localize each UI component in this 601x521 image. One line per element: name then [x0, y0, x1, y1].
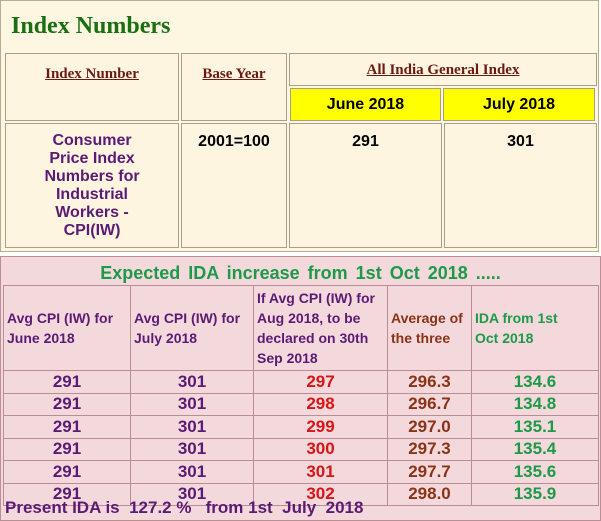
header-base-year-cell: Base Year — [181, 53, 287, 121]
ida-value: 135.9 — [471, 482, 599, 506]
table-row: 291 301 298 296.7 134.8 — [3, 392, 599, 416]
average-value: 298.0 — [387, 482, 472, 506]
ida-table: Avg CPI (IW) for June 2018 Avg CPI (IW) … — [3, 285, 599, 506]
col-header-line: IDA from 1st — [475, 310, 558, 326]
header-base-year-link[interactable]: Base Year — [202, 66, 266, 82]
aug-cpi-value: 302 — [253, 482, 388, 506]
cpi-name-line: CPI(IW) — [63, 222, 121, 239]
cpi-name-cell: Consumer Price Index Numbers for Industr… — [5, 123, 179, 248]
ida-panel: Expected IDA increase from 1st Oct 2018 … — [0, 256, 601, 521]
col-header-july: Avg CPI (IW) for July 2018 — [130, 285, 254, 371]
col-header-line: the three — [391, 330, 451, 346]
aug-cpi-value: 301 — [253, 460, 388, 484]
col-header-line: Sep 2018 — [257, 350, 318, 366]
june-cpi-value: 291 — [3, 392, 131, 416]
table-row: 291 301 297 296.3 134.6 — [3, 370, 599, 394]
col-header-line: Avg CPI (IW) for — [134, 310, 241, 326]
average-value: 297.0 — [387, 415, 472, 439]
col-header-line: Avg CPI (IW) for — [7, 310, 114, 326]
col-header-ida: IDA from 1st Oct 2018 — [471, 285, 599, 371]
col-header-line: Aug 2018, to be — [257, 310, 361, 326]
col-header-june: Avg CPI (IW) for June 2018 — [3, 285, 131, 371]
col-header-line: Oct 2018 — [475, 330, 534, 346]
present-ida-note: Present IDA is 127.2 % from 1st July 201… — [5, 498, 364, 517]
header-all-india-link[interactable]: All India General Index — [366, 62, 520, 78]
average-value: 296.7 — [387, 392, 472, 416]
july-cpi-value: 301 — [130, 392, 254, 416]
june-cpi-value: 291 — [3, 437, 131, 461]
july-cpi-value: 301 — [130, 415, 254, 439]
aug-cpi-value: 298 — [253, 392, 388, 416]
table-row: 291 301 302 298.0 135.9 — [3, 482, 599, 506]
col-header-line: June 2018 — [7, 330, 75, 346]
month1-value: 291 — [352, 133, 379, 150]
table-row: 291 301 301 297.7 135.6 — [3, 460, 599, 484]
ida-value: 134.6 — [471, 370, 599, 394]
june-cpi-value: 291 — [3, 482, 131, 506]
aug-cpi-value: 300 — [253, 437, 388, 461]
cpi-name-line: Price Index — [49, 150, 135, 167]
header-month1: June 2018 — [290, 88, 441, 121]
june-cpi-value: 291 — [3, 415, 131, 439]
header-index-number-cell: Index Number — [5, 53, 179, 121]
month2-value: 301 — [507, 133, 534, 150]
cpi-name-line: Workers - — [55, 204, 129, 221]
col-header-line: July 2018 — [134, 330, 198, 346]
page-title: Index Numbers — [11, 13, 171, 39]
june-cpi-value: 291 — [3, 460, 131, 484]
aug-cpi-value: 297 — [253, 370, 388, 394]
col-header-line: Average of — [391, 310, 463, 326]
col-header-august: If Avg CPI (IW) for Aug 2018, to be decl… — [253, 285, 388, 371]
average-value: 296.3 — [387, 370, 472, 394]
ida-header-row: Avg CPI (IW) for June 2018 Avg CPI (IW) … — [3, 285, 599, 371]
cpi-name-line: Consumer — [52, 132, 132, 149]
ida-value: 134.8 — [471, 392, 599, 416]
table-row: 291 301 299 297.0 135.1 — [3, 415, 599, 439]
june-cpi-value: 291 — [3, 370, 131, 394]
header-month2: July 2018 — [443, 88, 595, 121]
index-numbers-panel: Index Numbers Index Number Base Year All… — [0, 0, 599, 252]
month2-value-cell: 301 — [444, 123, 597, 248]
col-header-line: declared on 30th — [257, 330, 369, 346]
col-header-average: Average of the three — [387, 285, 472, 371]
month1-value-cell: 291 — [289, 123, 442, 248]
ida-value: 135.1 — [471, 415, 599, 439]
cpi-name: Consumer Price Index Numbers for Industr… — [6, 132, 178, 240]
ida-value: 135.6 — [471, 460, 599, 484]
base-year-value: 2001=100 — [198, 133, 270, 150]
july-cpi-value: 301 — [130, 370, 254, 394]
ida-heading: Expected IDA increase from 1st Oct 2018 … — [100, 263, 501, 283]
july-cpi-value: 301 — [130, 437, 254, 461]
table-row: 291 301 300 297.3 135.4 — [3, 437, 599, 461]
cpi-name-line: Numbers for — [44, 168, 140, 185]
col-header-line: If Avg CPI (IW) for — [257, 290, 375, 306]
july-cpi-value: 301 — [130, 460, 254, 484]
average-value: 297.3 — [387, 437, 472, 461]
aug-cpi-value: 299 — [253, 415, 388, 439]
header-all-india-cell: All India General Index — [289, 53, 597, 86]
average-value: 297.7 — [387, 460, 472, 484]
cpi-name-line: Industrial — [55, 186, 128, 203]
base-year-value-cell: 2001=100 — [181, 123, 287, 248]
ida-value: 135.4 — [471, 437, 599, 461]
header-index-number-link[interactable]: Index Number — [45, 66, 139, 82]
